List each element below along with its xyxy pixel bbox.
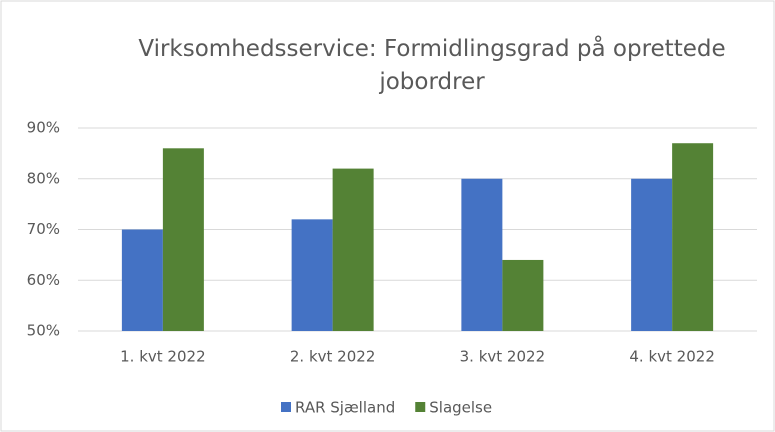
- bar: [291, 219, 333, 331]
- bar: [672, 143, 714, 331]
- x-tick-label: 1. kvt 2022: [120, 348, 205, 366]
- legend-swatch: [281, 402, 291, 412]
- x-tick-label: 3. kvt 2022: [460, 348, 545, 366]
- bar: [162, 148, 204, 331]
- legend-swatch: [415, 402, 426, 412]
- legend-label: RAR Sjælland: [295, 399, 395, 417]
- x-tick-label: 4. kvt 2022: [629, 348, 714, 366]
- y-tick-label: 60%: [27, 271, 60, 289]
- legend-label: Slagelse: [429, 399, 492, 417]
- chart-title: Virksomhedsservice: Formidlingsgrad på o…: [138, 36, 726, 95]
- y-tick-label: 80%: [27, 169, 60, 187]
- y-tick-label: 70%: [27, 220, 60, 238]
- x-tick-label: 2. kvt 2022: [290, 348, 375, 366]
- bar: [502, 259, 544, 331]
- y-tick-label: 50%: [27, 322, 60, 340]
- bar: [121, 229, 163, 331]
- bar: [332, 168, 374, 331]
- bar: [461, 178, 503, 331]
- bar: [631, 178, 673, 331]
- y-tick-label: 90%: [27, 119, 60, 137]
